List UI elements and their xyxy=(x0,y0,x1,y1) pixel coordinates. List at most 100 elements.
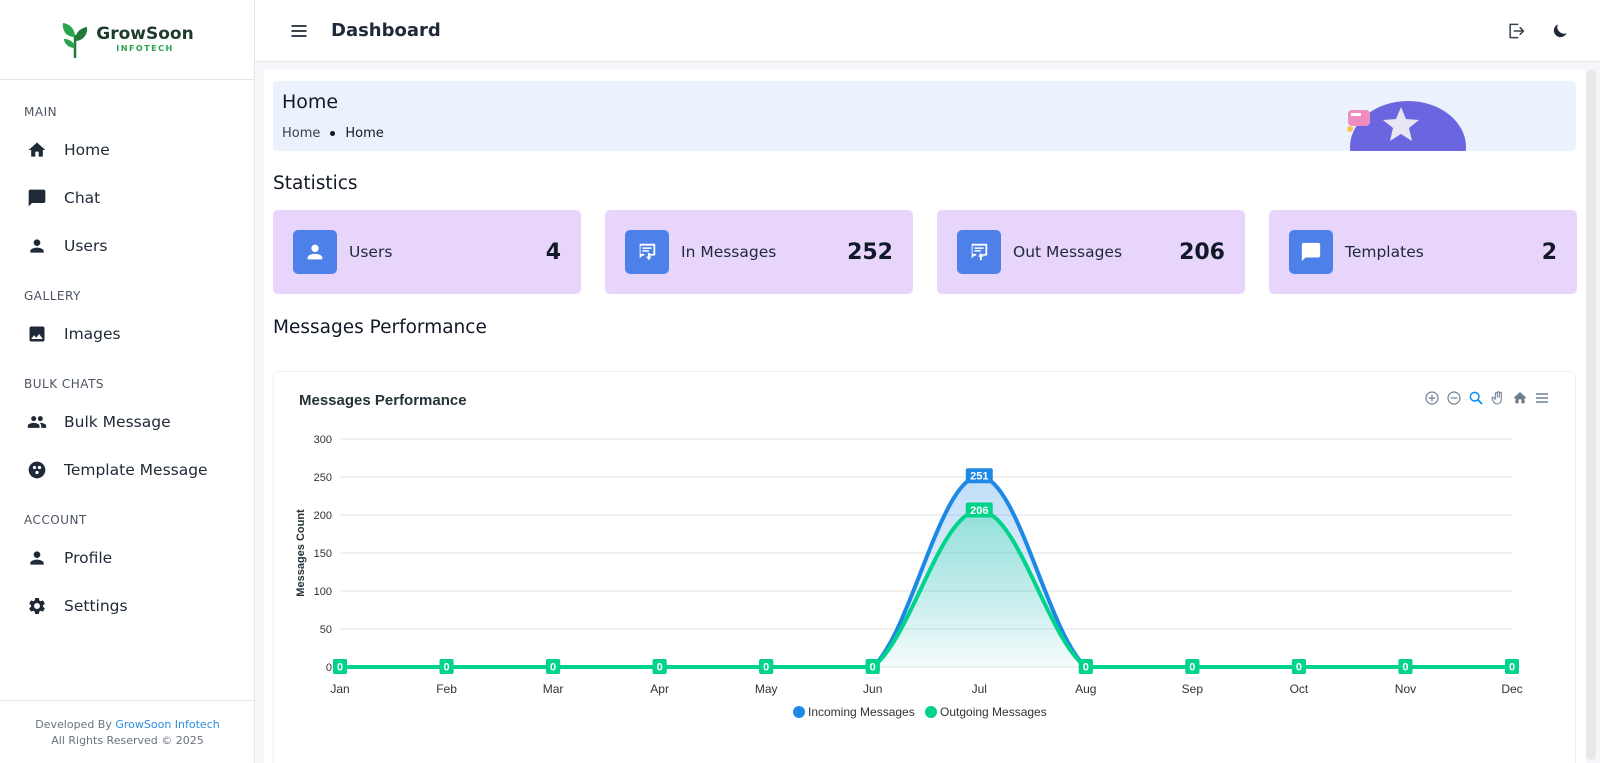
decorative-illustration xyxy=(1347,101,1466,151)
topbar-title: Dashboard xyxy=(331,20,441,41)
stat-card-templates[interactable]: Templates 2 xyxy=(1269,210,1577,294)
stat-value: 252 xyxy=(847,239,893,265)
sidebar-item-label: Settings xyxy=(64,597,128,615)
data-label-bg xyxy=(546,659,561,674)
leaf-logo-icon xyxy=(63,22,88,58)
scrollbar[interactable] xyxy=(1586,70,1596,760)
series-area-1 xyxy=(340,510,1512,667)
data-label-bg xyxy=(965,502,993,518)
page-header: Home Home Home xyxy=(273,81,1576,151)
reset-home-icon[interactable] xyxy=(1512,390,1528,406)
logo-subtitle: INFOTECH xyxy=(116,44,174,53)
incoming-message-icon xyxy=(639,243,656,261)
stat-icon-box xyxy=(957,230,1001,274)
sidebar-item-home[interactable]: Home xyxy=(0,130,254,170)
stat-icon-box xyxy=(1289,230,1333,274)
data-label-bg xyxy=(965,468,993,484)
logo[interactable]: GrowSoon INFOTECH xyxy=(0,0,254,80)
chat-bubble-icon xyxy=(1301,242,1321,262)
sidebar-item-label: Chat xyxy=(64,189,101,207)
magnifier-icon[interactable] xyxy=(1468,390,1484,406)
topbar: Dashboard xyxy=(255,0,1600,62)
footer-prefix: Developed By xyxy=(35,718,112,731)
stat-value: 4 xyxy=(545,239,561,265)
gear-icon xyxy=(29,598,45,614)
data-label-bg xyxy=(1398,659,1413,674)
moon-icon[interactable] xyxy=(1550,21,1570,41)
stat-value: 2 xyxy=(1541,239,1557,265)
stat-label: Users xyxy=(349,243,393,261)
stat-card-out-messages[interactable]: Out Messages 206 xyxy=(937,210,1245,294)
data-label: 0 xyxy=(443,662,449,674)
x-tick-label: Aug xyxy=(1075,682,1096,696)
sidebar-item-template-message[interactable]: Template Message xyxy=(0,450,254,490)
footer-rights: All Rights Reserved © 2025 xyxy=(51,734,204,747)
data-label: 0 xyxy=(657,662,663,674)
main-content: Home Home Home Statistics Users 4 In Mes… xyxy=(264,69,1586,763)
stat-label: Templates xyxy=(1345,243,1424,261)
x-tick-label: Oct xyxy=(1290,682,1309,696)
x-tick-label: Dec xyxy=(1501,682,1522,696)
sidebar-item-label: Template Message xyxy=(64,461,208,479)
logo-name: GrowSoon xyxy=(96,24,194,44)
sidebar-footer: Developed By GrowSoon Infotech All Right… xyxy=(0,700,255,763)
zoom-out-icon[interactable] xyxy=(1446,390,1462,406)
x-tick-label: Jan xyxy=(330,682,349,696)
sidebar: GrowSoon INFOTECH MAIN Home Chat Users G… xyxy=(0,0,255,763)
data-label-bg xyxy=(1185,659,1200,674)
stat-label: Out Messages xyxy=(1013,243,1123,261)
sidebar-item-profile[interactable]: Profile xyxy=(0,538,254,578)
x-tick-label: May xyxy=(755,682,778,696)
x-tick-label: Nov xyxy=(1395,682,1416,696)
breadcrumb-current: Home xyxy=(345,126,384,141)
chart-title: Messages Performance xyxy=(299,392,467,409)
legend-marker xyxy=(925,706,937,718)
y-tick-label: 50 xyxy=(320,624,332,636)
data-label-bg xyxy=(1505,659,1519,674)
series-area-0 xyxy=(340,476,1512,667)
pan-hand-icon[interactable] xyxy=(1490,390,1506,406)
template-icon xyxy=(28,461,46,479)
data-label: 206 xyxy=(970,505,988,517)
chart-toolbar xyxy=(1424,390,1550,406)
sidebar-item-settings[interactable]: Settings xyxy=(0,586,254,626)
x-tick-label: Jun xyxy=(863,682,882,696)
breadcrumb: Home Home xyxy=(282,126,384,141)
sidebar-item-chat[interactable]: Chat xyxy=(0,178,254,218)
stat-card-users[interactable]: Users 4 xyxy=(273,210,581,294)
data-label: 0 xyxy=(1189,662,1195,674)
nav-section-account: ACCOUNT xyxy=(24,513,87,527)
legend-label: Outgoing Messages xyxy=(940,705,1047,719)
zoom-in-icon[interactable] xyxy=(1424,390,1440,406)
sidebar-item-users[interactable]: Users xyxy=(0,226,254,266)
data-label-bg xyxy=(652,659,667,674)
stat-card-in-messages[interactable]: In Messages 252 xyxy=(605,210,913,294)
x-tick-label: Mar xyxy=(543,682,564,696)
hamburger-menu-icon[interactable] xyxy=(289,21,309,41)
sidebar-nav: MAIN Home Chat Users GALLERY Images BULK… xyxy=(0,80,254,626)
y-tick-label: 100 xyxy=(314,586,332,598)
x-tick-label: Apr xyxy=(650,682,669,696)
menu-icon[interactable] xyxy=(1534,390,1550,406)
image-icon xyxy=(29,326,45,342)
sidebar-item-label: Images xyxy=(64,325,121,343)
logout-icon[interactable] xyxy=(1506,21,1526,41)
data-label-bg xyxy=(439,659,454,674)
data-label: 0 xyxy=(870,662,876,674)
sidebar-item-bulk-message[interactable]: Bulk Message xyxy=(0,402,254,442)
sidebar-item-images[interactable]: Images xyxy=(0,314,254,354)
x-tick-label: Jul xyxy=(972,682,987,696)
data-label-bg xyxy=(1078,659,1093,674)
y-tick-label: 200 xyxy=(314,510,332,522)
breadcrumb-link-home[interactable]: Home xyxy=(282,126,321,141)
footer-brand-link[interactable]: GrowSoon Infotech xyxy=(115,718,220,731)
chat-icon xyxy=(28,189,46,207)
data-label-bg xyxy=(1291,659,1306,674)
y-tick-label: 250 xyxy=(314,472,332,484)
messages-performance-chart: 0 50 100 150 200 250 300 Messages Count Jan Feb Ma… xyxy=(295,434,1523,719)
chart-card: Messages Performance 0 50 100 150 200 250 300 M… xyxy=(273,371,1576,763)
home-icon xyxy=(28,142,46,157)
statistics-title: Statistics xyxy=(273,173,358,194)
x-tick-label: Feb xyxy=(436,682,457,696)
sidebar-item-label: Bulk Message xyxy=(64,413,171,431)
